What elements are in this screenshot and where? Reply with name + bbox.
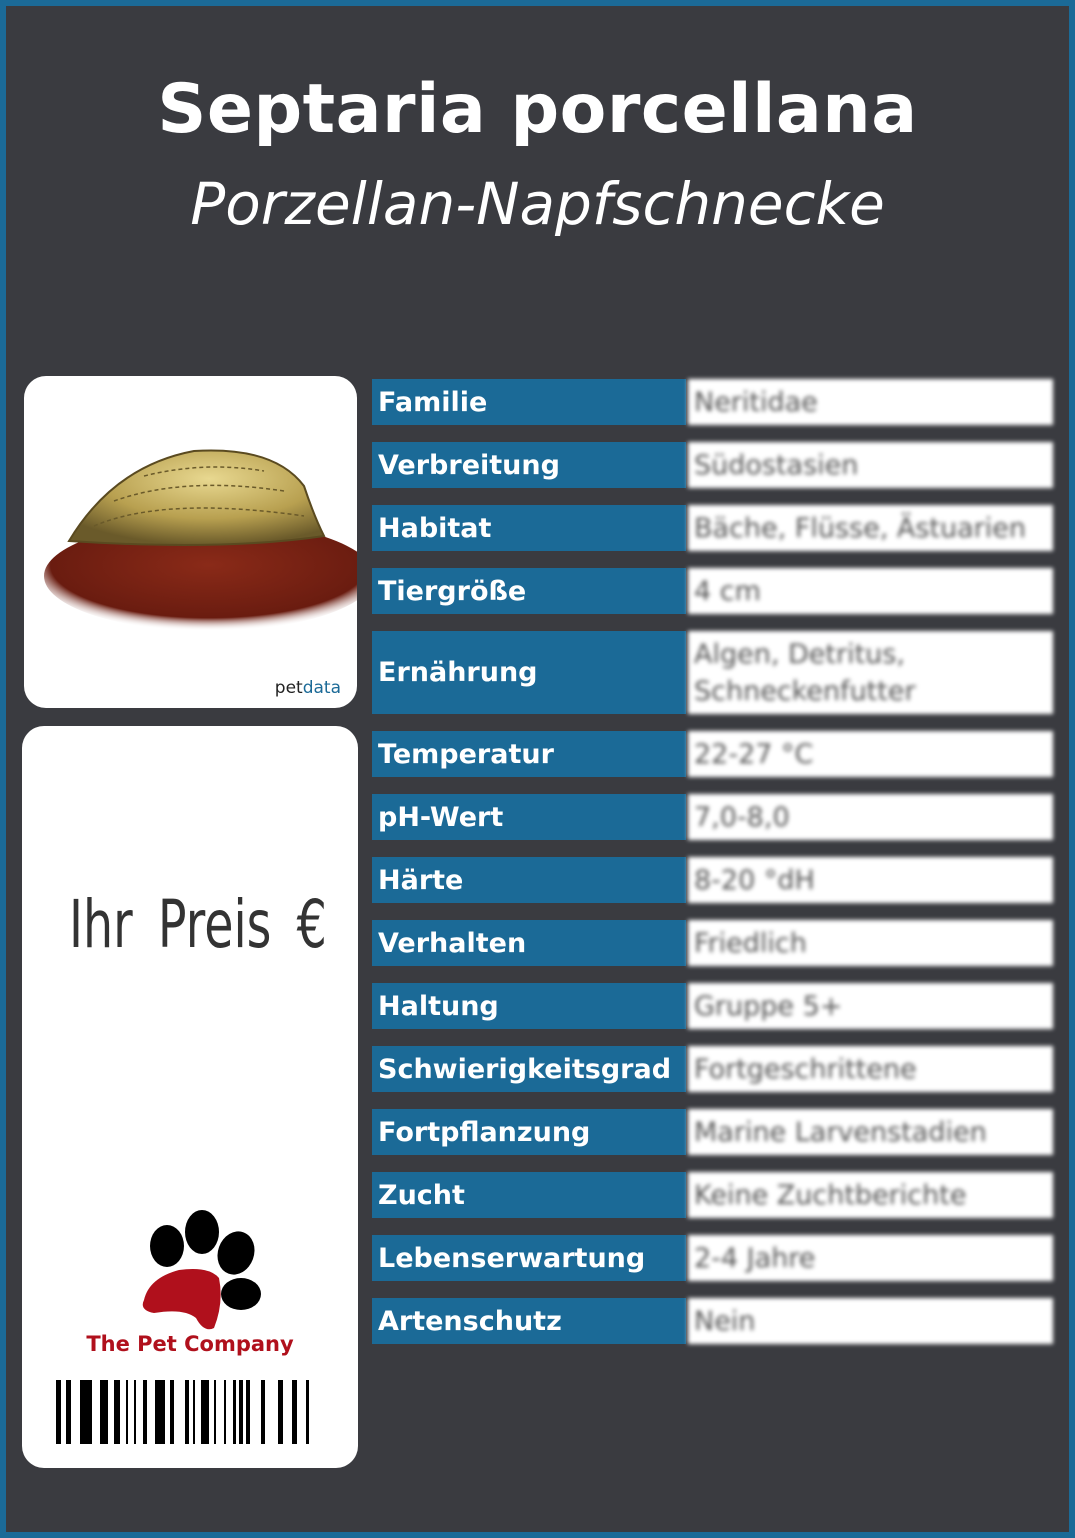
- row-label: Fortpflanzung: [372, 1109, 686, 1155]
- info-row: Artenschutz Nein: [372, 1298, 1053, 1344]
- barcode: [56, 1380, 309, 1444]
- price-card: Ihr Preis € The Pet Company: [22, 726, 358, 1468]
- barcode-bar: [261, 1380, 265, 1444]
- barcode-bar: [278, 1380, 283, 1444]
- row-label: Verhalten: [372, 920, 686, 966]
- info-row: Verhalten Friedlich: [372, 920, 1053, 966]
- row-value: 22-27 °C: [688, 731, 1053, 777]
- barcode-bar: [134, 1380, 136, 1444]
- row-value: Marine Larvenstadien: [688, 1109, 1053, 1155]
- row-value: 8-20 °dH: [688, 857, 1053, 903]
- row-value: Fortgeschrittene: [688, 1046, 1053, 1092]
- row-label: Habitat: [372, 505, 686, 551]
- row-value: 2-4 Jahre: [688, 1235, 1053, 1281]
- info-row: Lebenserwartung 2-4 Jahre: [372, 1235, 1053, 1281]
- row-value: Algen, Detritus, Schneckenfutter: [688, 631, 1053, 714]
- info-row: pH-Wert 7,0-8,0: [372, 794, 1053, 840]
- image-card: petdata: [24, 376, 357, 708]
- species-info-table: Familie Neritidae Verbreitung Südostasien Ha…: [372, 379, 1053, 1344]
- barcode-bar: [246, 1380, 250, 1444]
- row-label: pH-Wert: [372, 794, 686, 840]
- row-value: Friedlich: [688, 920, 1053, 966]
- info-row: Fortpflanzung Marine Larvenstadien: [372, 1109, 1053, 1155]
- price-label: Ihr Preis €: [69, 886, 327, 963]
- row-label: Familie: [372, 379, 686, 425]
- info-row: Ernährung Algen, Detritus, Schneckenfutte…: [372, 631, 1053, 714]
- row-label: Temperatur: [372, 731, 686, 777]
- info-row: Habitat Bäche, Flüsse, Ästuarien: [372, 505, 1053, 551]
- info-row: Zucht Keine Zuchtberichte: [372, 1172, 1053, 1218]
- info-row: Temperatur 22-27 °C: [372, 731, 1053, 777]
- common-name: Porzellan-Napfschnecke: [190, 170, 885, 238]
- barcode-bar: [292, 1380, 297, 1444]
- barcode-bar: [239, 1380, 243, 1444]
- row-label: Härte: [372, 857, 686, 903]
- row-value: Keine Zuchtberichte: [688, 1172, 1053, 1218]
- barcode-bar: [224, 1380, 226, 1444]
- row-value: 4 cm: [688, 568, 1053, 614]
- info-row: Tiergröße 4 cm: [372, 568, 1053, 614]
- info-row: Schwierigkeitsgrad Fortgeschrittene: [372, 1046, 1053, 1092]
- row-label: Haltung: [372, 983, 686, 1029]
- row-label: Verbreitung: [372, 442, 686, 488]
- paw-icon: [142, 1210, 261, 1330]
- row-value: 7,0-8,0: [688, 794, 1053, 840]
- barcode-bar: [201, 1380, 209, 1444]
- row-value: Bäche, Flüsse, Ästuarien: [688, 505, 1053, 551]
- barcode-bar: [143, 1380, 147, 1444]
- barcode-bar: [80, 1380, 92, 1444]
- info-row: Verbreitung Südostasien: [372, 442, 1053, 488]
- barcode-bar: [193, 1380, 195, 1444]
- row-label: Schwierigkeitsgrad: [372, 1046, 686, 1092]
- row-label: Lebenserwartung: [372, 1235, 686, 1281]
- petdata-logo: petdata: [274, 678, 341, 698]
- barcode-bar: [114, 1380, 120, 1444]
- species-title: Septaria porcellana: [157, 70, 918, 149]
- row-label: Artenschutz: [372, 1298, 686, 1344]
- barcode-bar: [170, 1380, 174, 1444]
- snail-photo: [44, 449, 357, 631]
- barcode-bar: [66, 1380, 71, 1444]
- info-row: Haltung Gruppe 5+: [372, 983, 1053, 1029]
- barcode-bar: [126, 1380, 128, 1444]
- company-name: The Pet Company: [86, 1332, 294, 1356]
- info-row: Härte 8-20 °dH: [372, 857, 1053, 903]
- barcode-bar: [233, 1380, 236, 1444]
- barcode-bar: [306, 1380, 309, 1444]
- info-row: Familie Neritidae: [372, 379, 1053, 425]
- row-label: Zucht: [372, 1172, 686, 1218]
- row-value: Neritidae: [688, 379, 1053, 425]
- row-label: Ernährung: [372, 631, 686, 714]
- row-label: Tiergröße: [372, 568, 686, 614]
- row-value: Nein: [688, 1298, 1053, 1344]
- row-value: Gruppe 5+: [688, 983, 1053, 1029]
- barcode-bar: [155, 1380, 165, 1444]
- barcode-bar: [185, 1380, 189, 1444]
- barcode-bar: [56, 1380, 61, 1444]
- barcode-bar: [214, 1380, 216, 1444]
- barcode-bar: [100, 1380, 108, 1444]
- row-value: Südostasien: [688, 442, 1053, 488]
